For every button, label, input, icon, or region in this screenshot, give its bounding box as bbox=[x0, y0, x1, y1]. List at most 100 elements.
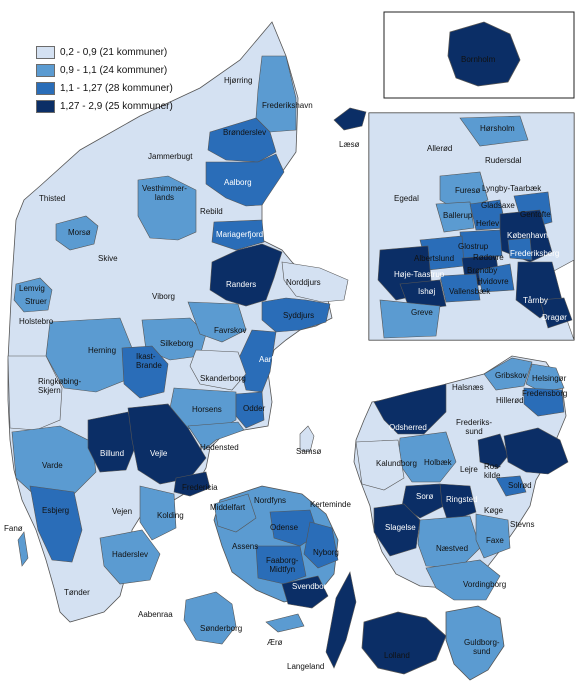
label-ringsted: Ringsted bbox=[446, 495, 478, 504]
label-laeso: Læsø bbox=[339, 140, 360, 149]
label-rebild: Rebild bbox=[200, 207, 223, 216]
label-haderslev: Haderslev bbox=[112, 550, 149, 559]
region-nyborg bbox=[303, 521, 339, 569]
region-slagelse bbox=[373, 503, 421, 557]
label-allerod: Allerød bbox=[427, 144, 453, 153]
label-gentofte: Gentofte bbox=[520, 210, 551, 219]
region-solrod bbox=[495, 475, 527, 497]
region-odsherred bbox=[373, 383, 447, 435]
region-aalborg bbox=[205, 153, 285, 207]
label-vordingborg: Vordingborg bbox=[463, 580, 507, 589]
label-lyngby-taarbaek: Lyngby-Taarbæk bbox=[482, 184, 542, 193]
region-kolding bbox=[139, 485, 177, 541]
label-tonder: Tønder bbox=[64, 588, 90, 597]
region-fredensborg bbox=[523, 387, 565, 417]
label-gribskov: Gribskov bbox=[495, 371, 527, 380]
region-odder bbox=[235, 391, 265, 429]
legend-item: 0,9 - 1,1 (24 kommuner) bbox=[36, 62, 173, 79]
label-vejen: Vejen bbox=[112, 507, 133, 516]
region-faaborg-midtfyn bbox=[255, 545, 307, 585]
inset-dragor bbox=[539, 297, 573, 329]
label-odder: Odder bbox=[243, 404, 266, 413]
region-laeso bbox=[333, 107, 367, 131]
region-kalundborg bbox=[355, 439, 405, 491]
label-roskilde: Ros- kilde bbox=[484, 462, 501, 480]
label-syddjurs: Syddjurs bbox=[283, 311, 315, 320]
label-kalundborg: Kalundborg bbox=[376, 459, 417, 468]
region-fano bbox=[17, 531, 29, 567]
region-roskilde bbox=[477, 433, 509, 469]
label-bronderslev: Brønderslev bbox=[223, 128, 267, 137]
region-middelfart bbox=[213, 493, 257, 533]
label-stevns: Stevns bbox=[510, 520, 535, 529]
region-haderslev bbox=[99, 529, 161, 585]
label-faaborg-midtfyn: Faaborg- Midtfyn bbox=[266, 556, 299, 574]
label-kerteminde: Kerteminde bbox=[310, 500, 351, 509]
label-vesthimmerlands: Vesthimmer- lands bbox=[142, 184, 187, 202]
region-sonderborg bbox=[183, 591, 237, 645]
region-ikast-brande bbox=[121, 345, 169, 399]
label-brondby: Brøndby bbox=[467, 266, 498, 275]
region-varde bbox=[11, 425, 97, 499]
label-mariagerfjord: Mariagerfjord bbox=[216, 230, 264, 239]
region-struer bbox=[13, 277, 53, 313]
label-rodovre: Rødovre bbox=[473, 253, 504, 262]
label-holbaek: Holbæk bbox=[424, 458, 452, 467]
label-kolding: Kolding bbox=[157, 511, 184, 520]
region-vordingborg bbox=[425, 559, 501, 601]
label-greve: Greve bbox=[411, 308, 433, 317]
legend-label: 1,1 - 1,27 (28 kommuner) bbox=[60, 83, 173, 94]
inset-vallensbaek bbox=[439, 273, 481, 303]
label-odsherred: Odsherred bbox=[389, 423, 427, 432]
label-aalborg: Aalborg bbox=[224, 178, 252, 187]
label-hillerod: Hillerød bbox=[496, 396, 524, 405]
label-norddjurs: Norddjurs bbox=[286, 278, 321, 287]
label-aarhus: Aarhus bbox=[259, 355, 285, 364]
label-silkeborg: Silkeborg bbox=[160, 339, 194, 348]
label-varde: Varde bbox=[42, 461, 63, 470]
region-guldborgsund bbox=[445, 605, 505, 681]
label-lemvig: Lemvig bbox=[19, 284, 45, 293]
label-egedal: Egedal bbox=[394, 194, 419, 203]
label-lejre: Lejre bbox=[460, 465, 478, 474]
label-odense: Odense bbox=[270, 523, 299, 532]
label-hedensted: Hedensted bbox=[200, 443, 239, 452]
label-slagelse: Slagelse bbox=[385, 523, 416, 532]
label-sonderborg: Sønderborg bbox=[200, 624, 243, 633]
region-faxe bbox=[475, 513, 511, 559]
region-fredericia bbox=[173, 471, 211, 497]
label-lolland: Lolland bbox=[384, 651, 410, 660]
inset-ballerup bbox=[435, 201, 475, 233]
region-frederikshavn bbox=[255, 55, 297, 133]
region-syddjurs bbox=[261, 297, 331, 333]
label-naestved: Næstved bbox=[436, 544, 469, 553]
legend-item: 1,27 - 2,9 (25 kommuner) bbox=[36, 98, 173, 115]
legend-label: 0,2 - 0,9 (21 kommuner) bbox=[60, 47, 168, 58]
region-bornholm bbox=[447, 21, 521, 87]
label-viborg: Viborg bbox=[152, 292, 175, 301]
label-guldborgsund: Guldborg- sund bbox=[464, 638, 500, 656]
label-frederiksberg: Frederiksberg bbox=[510, 249, 560, 258]
label-samso: Samsø bbox=[296, 447, 322, 456]
label-furesø: Furesø bbox=[455, 186, 481, 195]
label-kobenhavn: København bbox=[507, 231, 548, 240]
inset-ishoj bbox=[399, 279, 447, 311]
region-lolland bbox=[361, 611, 447, 675]
region-esbjerg bbox=[29, 485, 83, 563]
region-norddjurs bbox=[281, 261, 349, 303]
label-aabenraa: Aabenraa bbox=[138, 610, 173, 619]
label-billund: Billund bbox=[100, 449, 125, 458]
label-thisted: Thisted bbox=[39, 194, 66, 203]
label-gladsaxe: Gladsaxe bbox=[481, 201, 515, 210]
label-fredericia: Fredericia bbox=[182, 483, 218, 492]
label-vejle: Vejle bbox=[150, 449, 168, 458]
label-faxe: Faxe bbox=[486, 536, 504, 545]
legend-label: 0,9 - 1,1 (24 kommuner) bbox=[60, 65, 168, 76]
inset-hvidovre bbox=[477, 263, 515, 293]
label-hoje-taastrup: Høje-Taastrup bbox=[394, 270, 445, 279]
region-randers bbox=[209, 243, 283, 307]
region-mariagerfjord bbox=[211, 219, 265, 251]
label-ringkobing-skjern: Ringkøbing- Skjern bbox=[38, 377, 82, 395]
inset-horsholm bbox=[459, 115, 529, 147]
